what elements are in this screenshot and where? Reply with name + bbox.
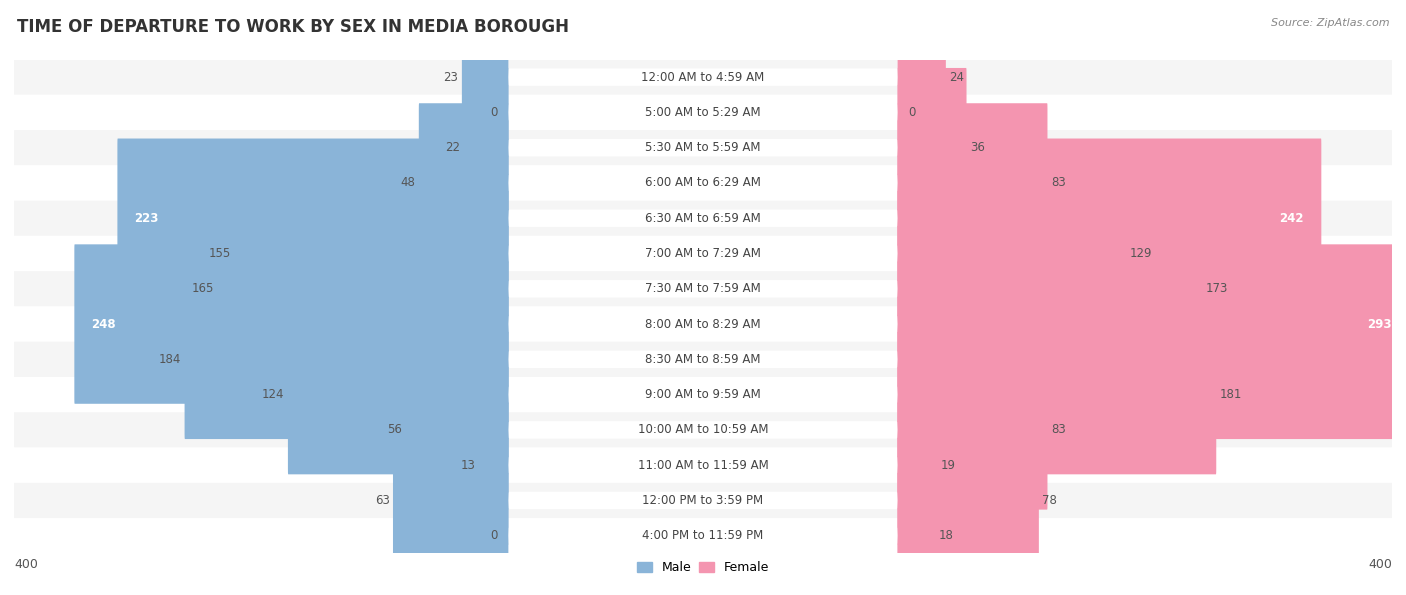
Text: 242: 242 bbox=[1279, 212, 1305, 225]
Text: 0: 0 bbox=[908, 106, 915, 119]
FancyBboxPatch shape bbox=[14, 236, 1392, 271]
FancyBboxPatch shape bbox=[14, 165, 1392, 201]
FancyBboxPatch shape bbox=[509, 421, 897, 439]
FancyBboxPatch shape bbox=[509, 350, 897, 368]
FancyBboxPatch shape bbox=[897, 386, 938, 545]
FancyBboxPatch shape bbox=[461, 0, 509, 157]
FancyBboxPatch shape bbox=[897, 280, 1406, 439]
Text: 7:30 AM to 7:59 AM: 7:30 AM to 7:59 AM bbox=[645, 282, 761, 295]
FancyBboxPatch shape bbox=[509, 68, 897, 86]
Text: 83: 83 bbox=[1050, 424, 1066, 436]
FancyBboxPatch shape bbox=[14, 306, 1392, 342]
Text: 9:00 AM to 9:59 AM: 9:00 AM to 9:59 AM bbox=[645, 388, 761, 401]
Text: 129: 129 bbox=[1130, 247, 1153, 260]
FancyBboxPatch shape bbox=[14, 412, 1392, 447]
FancyBboxPatch shape bbox=[509, 104, 897, 121]
Text: 12:00 AM to 4:59 AM: 12:00 AM to 4:59 AM bbox=[641, 71, 765, 84]
Text: 184: 184 bbox=[159, 353, 181, 366]
Text: 4:00 PM to 11:59 PM: 4:00 PM to 11:59 PM bbox=[643, 529, 763, 542]
FancyBboxPatch shape bbox=[509, 139, 897, 156]
Text: 18: 18 bbox=[939, 529, 953, 542]
FancyBboxPatch shape bbox=[14, 483, 1392, 518]
FancyBboxPatch shape bbox=[75, 245, 509, 404]
Text: 5:00 AM to 5:29 AM: 5:00 AM to 5:29 AM bbox=[645, 106, 761, 119]
FancyBboxPatch shape bbox=[897, 0, 946, 157]
Text: 181: 181 bbox=[1219, 388, 1241, 401]
FancyBboxPatch shape bbox=[288, 315, 509, 474]
FancyBboxPatch shape bbox=[14, 342, 1392, 377]
Text: 165: 165 bbox=[191, 282, 214, 295]
Text: 63: 63 bbox=[374, 494, 389, 507]
FancyBboxPatch shape bbox=[897, 350, 1047, 509]
Legend: Male, Female: Male, Female bbox=[631, 556, 775, 579]
FancyBboxPatch shape bbox=[897, 315, 1216, 474]
Text: 13: 13 bbox=[461, 459, 475, 472]
Text: 11:00 AM to 11:59 AM: 11:00 AM to 11:59 AM bbox=[638, 459, 768, 472]
Text: 124: 124 bbox=[262, 388, 284, 401]
FancyBboxPatch shape bbox=[897, 209, 1202, 368]
FancyBboxPatch shape bbox=[897, 456, 935, 595]
Text: 10:00 AM to 10:59 AM: 10:00 AM to 10:59 AM bbox=[638, 424, 768, 436]
Text: 5:30 AM to 5:59 AM: 5:30 AM to 5:59 AM bbox=[645, 141, 761, 154]
FancyBboxPatch shape bbox=[117, 139, 509, 298]
FancyBboxPatch shape bbox=[14, 130, 1392, 165]
Text: 223: 223 bbox=[135, 212, 159, 225]
Text: 22: 22 bbox=[446, 141, 460, 154]
FancyBboxPatch shape bbox=[392, 421, 509, 580]
FancyBboxPatch shape bbox=[897, 245, 1406, 404]
FancyBboxPatch shape bbox=[464, 68, 509, 227]
Text: 7:00 AM to 7:29 AM: 7:00 AM to 7:29 AM bbox=[645, 247, 761, 260]
FancyBboxPatch shape bbox=[509, 456, 897, 474]
Text: 48: 48 bbox=[401, 177, 415, 189]
FancyBboxPatch shape bbox=[897, 104, 1047, 262]
FancyBboxPatch shape bbox=[897, 139, 1322, 298]
Text: Source: ZipAtlas.com: Source: ZipAtlas.com bbox=[1271, 18, 1389, 28]
Text: 6:30 AM to 6:59 AM: 6:30 AM to 6:59 AM bbox=[645, 212, 761, 225]
Text: 36: 36 bbox=[970, 141, 984, 154]
Text: 56: 56 bbox=[387, 424, 402, 436]
FancyBboxPatch shape bbox=[479, 386, 509, 545]
FancyBboxPatch shape bbox=[509, 527, 897, 544]
FancyBboxPatch shape bbox=[14, 95, 1392, 130]
FancyBboxPatch shape bbox=[897, 68, 966, 227]
FancyBboxPatch shape bbox=[218, 209, 509, 368]
FancyBboxPatch shape bbox=[14, 201, 1392, 236]
FancyBboxPatch shape bbox=[509, 174, 897, 192]
Text: 8:30 AM to 8:59 AM: 8:30 AM to 8:59 AM bbox=[645, 353, 761, 366]
Text: 12:00 PM to 3:59 PM: 12:00 PM to 3:59 PM bbox=[643, 494, 763, 507]
FancyBboxPatch shape bbox=[509, 315, 897, 333]
Text: 155: 155 bbox=[209, 247, 231, 260]
FancyBboxPatch shape bbox=[184, 280, 509, 439]
FancyBboxPatch shape bbox=[509, 386, 897, 403]
Text: 293: 293 bbox=[1368, 318, 1392, 331]
Text: 248: 248 bbox=[91, 318, 117, 331]
Text: 24: 24 bbox=[949, 71, 965, 84]
Text: 173: 173 bbox=[1206, 282, 1229, 295]
FancyBboxPatch shape bbox=[509, 209, 897, 227]
Text: 6:00 AM to 6:29 AM: 6:00 AM to 6:29 AM bbox=[645, 177, 761, 189]
FancyBboxPatch shape bbox=[509, 245, 897, 262]
FancyBboxPatch shape bbox=[509, 280, 897, 298]
Text: 19: 19 bbox=[941, 459, 956, 472]
Text: 400: 400 bbox=[14, 558, 38, 571]
Text: 0: 0 bbox=[491, 106, 498, 119]
FancyBboxPatch shape bbox=[14, 518, 1392, 553]
Text: 400: 400 bbox=[1368, 558, 1392, 571]
Text: 23: 23 bbox=[443, 71, 458, 84]
FancyBboxPatch shape bbox=[897, 421, 1039, 580]
FancyBboxPatch shape bbox=[405, 350, 509, 509]
FancyBboxPatch shape bbox=[509, 491, 897, 509]
FancyBboxPatch shape bbox=[14, 447, 1392, 483]
Text: 78: 78 bbox=[1042, 494, 1057, 507]
Text: 0: 0 bbox=[491, 529, 498, 542]
Text: 8:00 AM to 8:29 AM: 8:00 AM to 8:29 AM bbox=[645, 318, 761, 331]
FancyBboxPatch shape bbox=[897, 174, 1126, 333]
FancyBboxPatch shape bbox=[14, 60, 1392, 95]
Text: TIME OF DEPARTURE TO WORK BY SEX IN MEDIA BOROUGH: TIME OF DEPARTURE TO WORK BY SEX IN MEDI… bbox=[17, 18, 569, 36]
Text: 83: 83 bbox=[1050, 177, 1066, 189]
FancyBboxPatch shape bbox=[419, 104, 509, 262]
FancyBboxPatch shape bbox=[14, 377, 1392, 412]
FancyBboxPatch shape bbox=[14, 271, 1392, 306]
FancyBboxPatch shape bbox=[235, 174, 509, 333]
